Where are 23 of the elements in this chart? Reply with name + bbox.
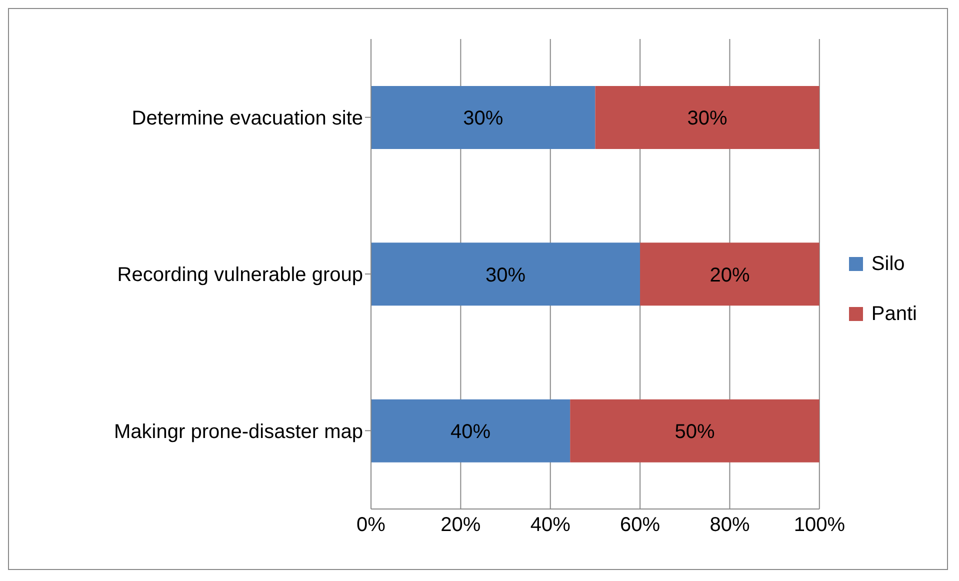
bar (371, 86, 596, 149)
annotation: 30% (486, 264, 526, 286)
legend-label: Silo (871, 252, 905, 277)
y-tick-label: Makingr prone-disaster map (114, 420, 363, 443)
annotation: 20% (710, 264, 750, 286)
x-tick-label: 40% (530, 514, 571, 536)
x-tick-label: 60% (620, 514, 660, 536)
x-tick-label: 0% (356, 514, 386, 536)
annotation: 30% (463, 108, 504, 130)
bar (570, 399, 820, 462)
annotation: 50% (674, 420, 715, 443)
x-tick-label: 100% (794, 514, 846, 536)
annotation: 40% (450, 420, 491, 443)
y-tick-label: Recording vulnerable group (117, 264, 363, 286)
annotation: 30% (687, 108, 728, 130)
bar (595, 86, 820, 149)
bar (371, 399, 570, 462)
y-tick-label: Determine evacuation site (132, 107, 363, 130)
x-tick-label: 80% (710, 514, 750, 536)
bar (640, 242, 820, 306)
legend-label: Panti (871, 302, 917, 327)
x-tick-label: 20% (440, 514, 481, 536)
bar (371, 242, 640, 306)
